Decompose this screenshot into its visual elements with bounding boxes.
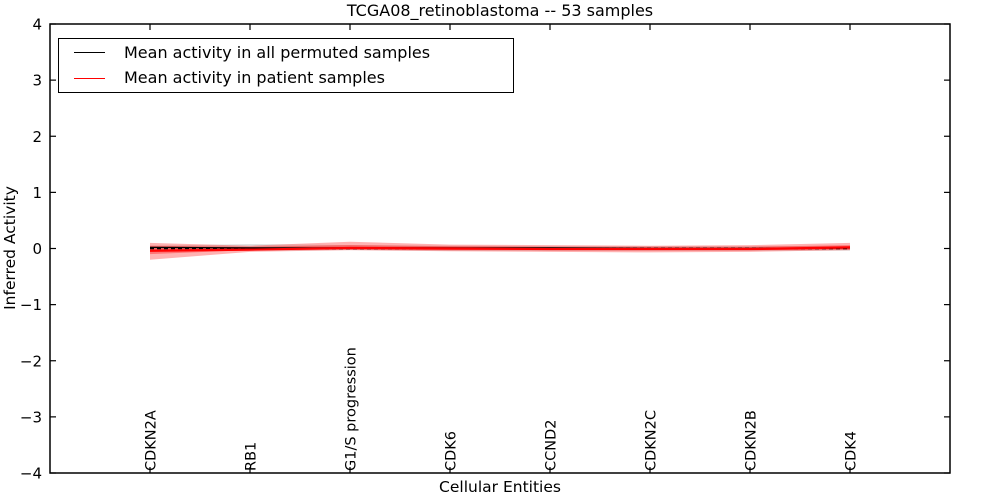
x-tick-label: CDKN2C: [644, 410, 660, 471]
y-tick-label: 3: [32, 72, 42, 90]
y-tick-label: 4: [32, 16, 42, 34]
y-tick-label: 1: [32, 184, 42, 202]
red-line-swatch-icon: [74, 77, 105, 79]
x-tick-label: CDK4: [844, 431, 860, 471]
x-tick-label: RB1: [244, 442, 260, 471]
y-axis-label: Inferred Activity: [1, 186, 19, 310]
x-tick-label: G1/S progression: [344, 347, 360, 471]
x-tick-label: CDKN2B: [744, 410, 760, 471]
band-1: [150, 241, 850, 260]
plot-bands: [150, 241, 850, 260]
y-tick-label: −2: [20, 352, 42, 370]
axis-ticks: [50, 23, 950, 474]
y-tick-label: −4: [20, 465, 42, 483]
legend-item-permuted: Mean activity in all permuted samples: [59, 41, 513, 65]
legend-item-patient: Mean activity in patient samples: [59, 66, 513, 90]
x-tick-label: CCND2: [544, 420, 560, 472]
series-line-2: [149, 246, 851, 252]
series-lines: [149, 246, 851, 252]
legend-label-patient: Mean activity in patient samples: [124, 68, 385, 88]
x-tick-labels: CDKN2A RB1 G1/S progression CDK6 CCND2 CDKN2C…: [144, 347, 860, 471]
legend-box: Mean activity in all permuted samples Me…: [58, 38, 514, 93]
chart-title: TCGA08_retinoblastoma -- 53 samples: [346, 1, 654, 20]
y-tick-label: −3: [20, 408, 42, 426]
legend-label-permuted: Mean activity in all permuted samples: [124, 42, 431, 62]
x-tick-label: CDK6: [444, 431, 460, 471]
y-tick-label: 2: [32, 128, 42, 146]
y-tick-label: −1: [20, 296, 42, 314]
x-tick-label: CDKN2A: [144, 410, 160, 471]
black-line-swatch-icon: [74, 52, 105, 54]
y-tick-label: 0: [32, 240, 42, 258]
x-axis-label: Cellular Entities: [439, 478, 561, 496]
y-tick-labels: 4 3 2 1 0 −1 −2 −3 −4: [20, 16, 42, 483]
